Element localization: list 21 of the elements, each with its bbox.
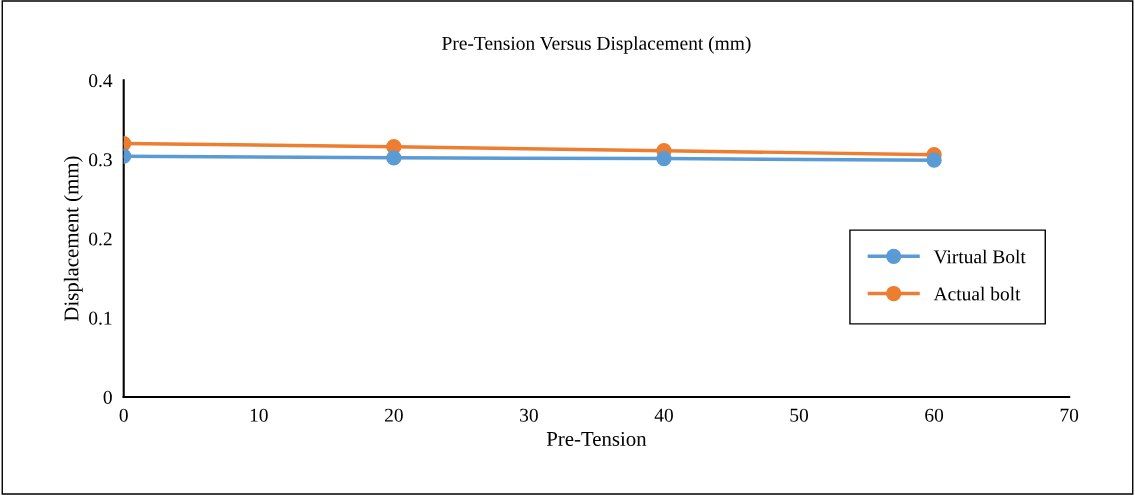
y-tick-label: 0.2 bbox=[89, 232, 112, 246]
x-tick-label: 0 bbox=[119, 408, 128, 422]
x-tick-label: 40 bbox=[654, 408, 673, 422]
x-axis-title: Pre-Tension bbox=[546, 431, 647, 446]
point bbox=[656, 150, 672, 167]
y-tick-label: 0.3 bbox=[89, 153, 112, 167]
legend-label: Actual bolt bbox=[933, 286, 1021, 301]
x-tick-label: 20 bbox=[384, 408, 403, 422]
y-tick-label: 0.4 bbox=[89, 74, 113, 88]
x-tick-label: 60 bbox=[925, 408, 944, 422]
x-tick-label: 70 bbox=[1060, 408, 1079, 422]
x-tick-label: 30 bbox=[520, 408, 538, 422]
x-tick-label: 50 bbox=[790, 408, 809, 422]
y-tick-label: 0 bbox=[103, 390, 112, 404]
point bbox=[386, 150, 402, 166]
y-axis-title: Displacement (mm) bbox=[63, 156, 83, 322]
chart-title: Pre-Tension Versus Displacement (mm) bbox=[442, 36, 751, 54]
point bbox=[926, 152, 942, 168]
y-tick-label: 0.1 bbox=[89, 311, 112, 325]
x-tick-label: 10 bbox=[250, 408, 268, 422]
legend-label: Virtual Bolt bbox=[933, 249, 1026, 264]
